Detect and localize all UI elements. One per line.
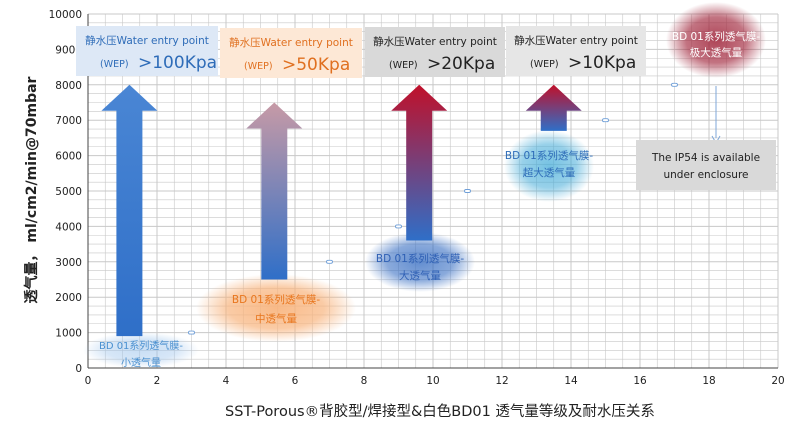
wep-arrow bbox=[391, 84, 448, 241]
membrane-glow bbox=[196, 274, 356, 342]
membrane-label-line1: BD 01系列透气膜- bbox=[505, 149, 593, 162]
wep-boxes: 静水压Water entry point(WEP) >100Kpa静水压Water… bbox=[76, 26, 646, 78]
y-axis-label: 透气量， ml/cm2/min@70mbar bbox=[23, 76, 40, 303]
x-tick-label: 18 bbox=[702, 375, 715, 387]
x-tick-label: 8 bbox=[361, 375, 368, 387]
wep-box-value: >20Kpa bbox=[427, 54, 495, 74]
wep-box-prefix: (WEP) bbox=[530, 59, 559, 70]
note-line1: The IP54 is available bbox=[651, 152, 760, 164]
y-tick-label: 5000 bbox=[55, 186, 82, 198]
x-tick-label: 12 bbox=[495, 375, 508, 387]
data-point bbox=[326, 259, 333, 264]
note-box-bg bbox=[636, 140, 776, 190]
membrane-glow bbox=[365, 232, 475, 292]
y-tick-label: 2000 bbox=[55, 292, 82, 304]
x-tick-label: 2 bbox=[154, 375, 161, 387]
membrane-label-line2: 中透气量 bbox=[255, 312, 297, 325]
wep-box: 静水压Water entry point (WEP) >10Kpa bbox=[506, 26, 646, 76]
membrane-label-line1: BD 01系列透气膜- bbox=[232, 293, 320, 306]
x-axis-label: SST-Porous®背胶型/焊接型&白色BD01 透气量等级及耐水压关系 bbox=[225, 402, 655, 420]
x-tick-label: 0 bbox=[85, 375, 92, 387]
x-tick-label: 16 bbox=[633, 375, 647, 387]
x-ticks: 0 2 4 6 8 10 12 14 16 18 20 bbox=[85, 375, 785, 387]
wep-box-title: 静水压Water entry point bbox=[85, 34, 209, 47]
data-points bbox=[188, 82, 678, 335]
wep-box-prefix: (WEP) bbox=[389, 60, 418, 71]
membrane-label-line1: BD 01系列透气膜- bbox=[376, 252, 464, 265]
x-tick-label: 20 bbox=[771, 375, 784, 387]
y-tick-label: 3000 bbox=[55, 257, 82, 269]
wep-box-value: >50Kpa bbox=[282, 55, 350, 75]
y-tick-label: 0 bbox=[75, 363, 82, 375]
membrane-glow bbox=[504, 130, 594, 202]
x-tick-label: 14 bbox=[564, 375, 578, 387]
wep-arrows bbox=[101, 84, 582, 337]
wep-box-bg bbox=[76, 26, 218, 76]
x-tick-label: 10 bbox=[426, 375, 439, 387]
membrane-glow bbox=[666, 2, 766, 78]
wep-box-title: 静水压Water entry point bbox=[514, 34, 638, 47]
wep-box-prefix: (WEP) bbox=[244, 61, 273, 72]
y-tick-label: 9000 bbox=[55, 44, 82, 56]
wep-arrow bbox=[246, 102, 303, 280]
y-tick-label: 4000 bbox=[55, 221, 82, 233]
membrane-label-line2: 极大透气量 bbox=[690, 46, 743, 59]
wep-arrow bbox=[525, 84, 582, 131]
wep-box-value: >100Kpa bbox=[138, 53, 217, 73]
membrane-glows bbox=[83, 2, 766, 368]
data-point bbox=[464, 189, 471, 193]
y-ticks: 0 1000 2000 3000 4000 5000 6000 7000 8000 9000 100… bbox=[49, 9, 82, 375]
wep-box-value: >10Kpa bbox=[568, 53, 636, 73]
x-tick-label: 6 bbox=[292, 375, 299, 387]
wep-box-prefix: (WEP) bbox=[100, 59, 129, 70]
wep-box: 静水压Water entry point (WEP) >50Kpa bbox=[220, 28, 362, 78]
wep-box-bg bbox=[506, 26, 646, 76]
membrane-label-line2: 超大透气量 bbox=[523, 166, 576, 179]
y-tick-label: 10000 bbox=[49, 9, 82, 21]
data-point bbox=[602, 118, 609, 123]
wep-box-bg bbox=[220, 28, 362, 78]
y-tick-label: 8000 bbox=[55, 80, 82, 92]
note-box: The IP54 is available under enclosure bbox=[636, 86, 776, 190]
wep-box: 静水压Water entry point (WEP) >100Kpa bbox=[76, 26, 218, 76]
wep-box-title: 静水压Water entry point bbox=[229, 36, 353, 49]
membrane-label-line2: 大透气量 bbox=[399, 269, 441, 282]
wep-box-bg bbox=[365, 27, 505, 77]
y-tick-label: 6000 bbox=[55, 151, 82, 163]
x-tick-label: 4 bbox=[223, 375, 230, 387]
membrane-label-line1: BD 01系列透气膜- bbox=[99, 339, 183, 352]
wep-arrow bbox=[101, 84, 158, 337]
data-point bbox=[671, 82, 678, 87]
wep-box: 静水压Water entry point (WEP) >20Kpa bbox=[365, 27, 505, 77]
y-tick-label: 1000 bbox=[55, 328, 82, 340]
y-tick-label: 7000 bbox=[55, 115, 82, 127]
membrane-labels: BD 01系列透气膜- 小透气量 BD 01系列透气膜- 中透气量 BD 01系列透气膜… bbox=[99, 30, 760, 369]
note-line2: under enclosure bbox=[664, 169, 749, 181]
membrane-label-line2: 小透气量 bbox=[121, 356, 161, 369]
data-point bbox=[395, 224, 402, 229]
wep-box-title: 静水压Water entry point bbox=[373, 35, 497, 48]
membrane-glow bbox=[83, 332, 199, 368]
membrane-label-line1: BD 01系列透气膜- bbox=[672, 30, 760, 43]
data-point bbox=[188, 330, 195, 335]
